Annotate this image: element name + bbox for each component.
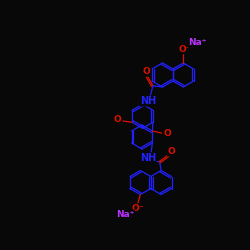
Text: O: O bbox=[113, 115, 121, 124]
Text: Na⁺: Na⁺ bbox=[116, 210, 134, 219]
Text: O⁻: O⁻ bbox=[178, 45, 191, 54]
Text: NH: NH bbox=[140, 153, 156, 163]
Text: NH: NH bbox=[140, 96, 156, 106]
Text: O: O bbox=[142, 67, 150, 76]
Text: O: O bbox=[168, 147, 175, 156]
Text: O: O bbox=[164, 128, 171, 138]
Text: Na⁺: Na⁺ bbox=[188, 38, 207, 48]
Text: O⁻: O⁻ bbox=[132, 204, 144, 213]
